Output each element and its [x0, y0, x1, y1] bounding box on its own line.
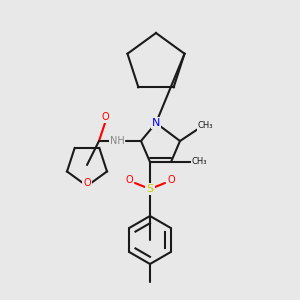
Text: S: S [146, 184, 154, 194]
Text: O: O [167, 175, 175, 185]
Text: O: O [101, 112, 109, 122]
Text: N: N [152, 118, 160, 128]
Text: CH₃: CH₃ [198, 122, 213, 130]
Text: NH: NH [110, 136, 124, 146]
Text: O: O [125, 175, 133, 185]
Text: CH₃: CH₃ [192, 158, 207, 166]
Text: O: O [83, 178, 91, 188]
